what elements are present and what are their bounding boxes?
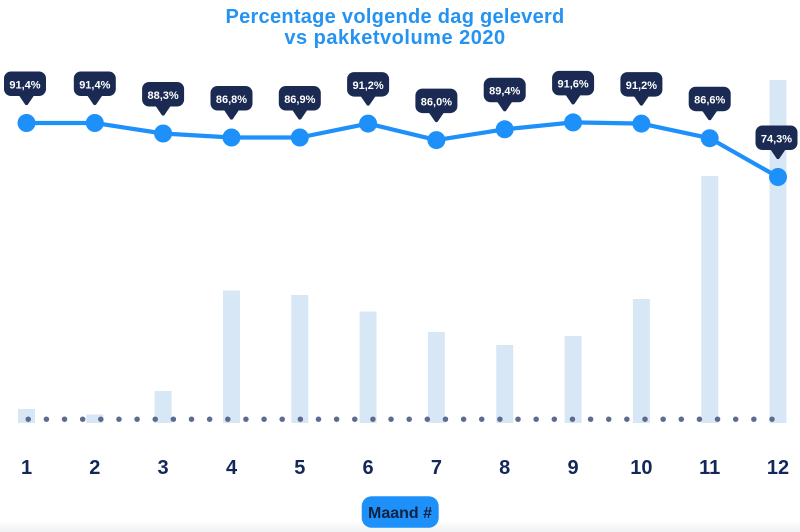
svg-text:vs pakketvolume 2020: vs pakketvolume 2020 <box>284 27 505 49</box>
svg-text:91,4%: 91,4% <box>9 79 40 91</box>
svg-text:74,3%: 74,3% <box>761 133 792 145</box>
svg-text:91,2%: 91,2% <box>626 80 657 92</box>
svg-text:5: 5 <box>294 457 305 479</box>
svg-text:91,4%: 91,4% <box>79 79 110 91</box>
svg-text:1: 1 <box>21 457 32 479</box>
svg-text:86,9%: 86,9% <box>284 94 315 106</box>
svg-text:4: 4 <box>226 457 238 479</box>
svg-text:91,2%: 91,2% <box>352 80 383 92</box>
svg-text:86,8%: 86,8% <box>216 94 247 106</box>
svg-text:Percentage volgende dag geleve: Percentage volgende dag geleverd <box>225 6 564 28</box>
svg-text:91,6%: 91,6% <box>557 79 588 91</box>
svg-text:8: 8 <box>499 457 510 479</box>
svg-text:7: 7 <box>431 457 442 479</box>
svg-text:10: 10 <box>630 457 652 479</box>
svg-text:89,4%: 89,4% <box>489 86 520 98</box>
svg-text:86,6%: 86,6% <box>694 95 725 107</box>
svg-text:11: 11 <box>699 457 720 479</box>
svg-text:2: 2 <box>89 457 100 479</box>
svg-text:88,3%: 88,3% <box>147 90 178 102</box>
svg-text:3: 3 <box>158 457 169 479</box>
svg-text:9: 9 <box>568 457 579 479</box>
svg-text:Maand #: Maand # <box>368 505 432 522</box>
svg-text:86,0%: 86,0% <box>421 96 452 108</box>
svg-text:12: 12 <box>767 457 789 479</box>
svg-text:6: 6 <box>363 457 374 479</box>
